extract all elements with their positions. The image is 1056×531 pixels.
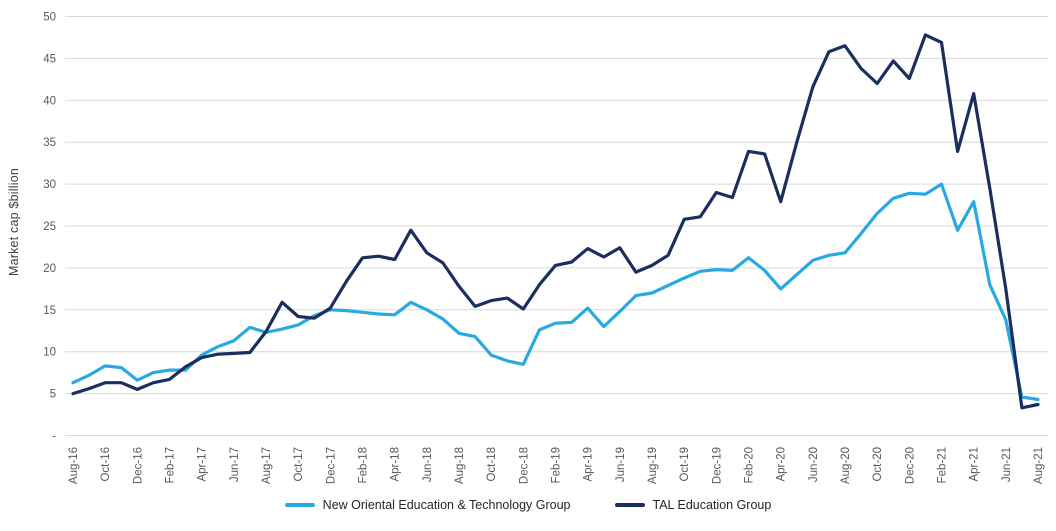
legend-label-new-oriental: New Oriental Education & Technology Grou… <box>322 498 571 512</box>
x-tick-label: Feb-19 <box>551 447 563 483</box>
x-tick-label: Jun-18 <box>422 447 434 482</box>
x-tick-label: Dec-19 <box>711 447 723 484</box>
y-tick-label: 20 <box>43 263 56 275</box>
y-tick-label: 45 <box>43 53 56 65</box>
legend-swatch-tal <box>614 503 645 507</box>
legend-swatch-new-oriental <box>284 503 315 507</box>
x-tick-label: Aug-16 <box>68 447 80 484</box>
legend-item-tal[interactable]: TAL Education Group <box>614 498 772 512</box>
x-tick-label: Apr-17 <box>197 447 209 482</box>
y-tick-label: 50 <box>43 12 56 24</box>
x-tick-label: Feb-20 <box>744 447 756 483</box>
y-tick-label: - <box>52 431 56 443</box>
x-tick-label: Aug-18 <box>454 447 466 484</box>
x-tick-label: Aug-17 <box>261 447 273 484</box>
series-line-tal <box>71 33 1040 410</box>
x-tick-label: Feb-18 <box>358 447 370 483</box>
x-tick-label: Oct-18 <box>486 447 498 482</box>
x-tick-label: Dec-16 <box>132 447 144 484</box>
x-tick-label: Oct-20 <box>872 447 884 482</box>
x-tick-label: Aug-21 <box>1033 447 1045 484</box>
x-tick-label: Feb-21 <box>937 447 949 483</box>
x-tick-label: Jun-17 <box>229 447 241 482</box>
x-tick-label: Jun-19 <box>615 447 627 482</box>
series-line-new-oriental <box>71 182 1040 402</box>
chart-legend: New Oriental Education & Technology Grou… <box>0 498 1056 512</box>
x-tick-label: Oct-17 <box>293 447 305 482</box>
x-tick-label: Aug-19 <box>647 447 659 484</box>
x-tick-label: Apr-21 <box>969 447 981 482</box>
y-axis-title: Market cap $billion <box>7 167 21 277</box>
y-tick-label: 15 <box>43 305 56 317</box>
y-tick-label: 35 <box>43 137 56 149</box>
x-tick-label: Oct-16 <box>100 447 112 482</box>
x-tick-label: Apr-18 <box>390 447 402 482</box>
x-tick-label: Apr-20 <box>776 447 788 482</box>
x-tick-label: Dec-20 <box>904 447 916 484</box>
x-tick-label: Feb-17 <box>165 447 177 483</box>
x-tick-label: Oct-19 <box>679 447 691 482</box>
x-tick-label: Jun-20 <box>808 447 820 482</box>
legend-item-new-oriental[interactable]: New Oriental Education & Technology Grou… <box>284 498 571 512</box>
y-tick-label: 10 <box>43 347 56 359</box>
y-tick-label: 25 <box>43 221 56 233</box>
y-tick-label: 5 <box>50 389 56 401</box>
y-tick-label: 30 <box>43 179 56 191</box>
x-tick-label: Jun-21 <box>1001 447 1013 482</box>
x-tick-label: Aug-20 <box>840 447 852 484</box>
legend-label-tal: TAL Education Group <box>652 498 772 512</box>
x-tick-label: Apr-19 <box>583 447 595 482</box>
y-tick-label: 40 <box>43 95 56 107</box>
x-tick-label: Dec-17 <box>325 447 337 484</box>
x-tick-label: Dec-18 <box>518 447 530 484</box>
